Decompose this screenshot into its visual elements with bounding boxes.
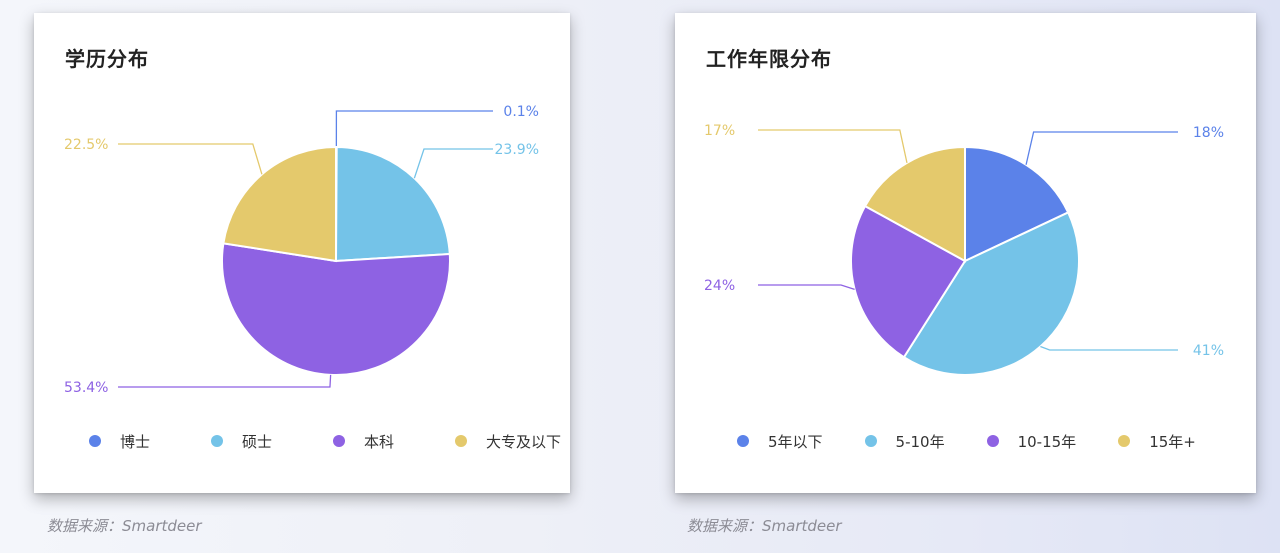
legend-label: 5-10年 [895,432,945,451]
legend-label: 博士 [120,432,151,451]
leader-line [118,143,263,175]
data-label: 17% [704,123,735,139]
pie-slice[interactable] [221,242,451,376]
pie-slice[interactable] [222,145,337,263]
legend-item-doctorate[interactable]: 博士 [89,431,150,452]
legend-dot-icon [864,435,877,447]
data-label: 23.9% [495,142,539,158]
chart-title: 学历分布 [65,47,149,71]
legend-dot-icon [1118,435,1131,447]
experience-pie-chart: 18% 41% 24% 17% [704,123,1224,376]
leader-line [758,284,855,290]
legend-dot-icon [89,435,101,447]
legend-dot-icon [211,435,224,447]
legend-label: 大专及以下 [486,432,562,451]
legend-label: 本科 [364,432,395,451]
legend-item-15-plus-years[interactable]: 15年+ [1118,431,1196,452]
legend-label: 15年+ [1149,432,1196,451]
leader-line [1040,345,1178,351]
legend-dot-icon [737,435,749,447]
data-source-note: 数据来源：Smartdeer [687,517,842,535]
legend-dot-icon [986,435,999,447]
data-source-note: 数据来源：Smartdeer [47,517,202,535]
data-label: 53.4% [64,380,108,396]
pie-slice[interactable] [964,145,1070,263]
data-label: 0.1% [503,104,539,120]
legend-label: 10-15年 [1017,432,1077,451]
experience-legend: 5年以下 5-10年 10-15年 15年+ [737,429,1196,453]
data-label: 41% [1193,343,1224,359]
leader-line [413,148,493,179]
pie-slice[interactable] [902,211,1080,376]
legend-label: 5年以下 [768,432,823,451]
pie-slice[interactable] [850,204,967,359]
leader-line [118,374,332,388]
pie-slice[interactable] [334,145,451,263]
data-label: 18% [1193,125,1224,141]
legend-item-master[interactable]: 硕士 [211,431,272,452]
legend-item-under-5-years[interactable]: 5年以下 [737,431,823,452]
legend-item-bachelor[interactable]: 本科 [333,431,394,452]
leader-line [335,110,493,148]
legend-item-college-and-below[interactable]: 大专及以下 [455,431,561,452]
legend-item-5-10-years[interactable]: 5-10年 [864,431,945,452]
education-legend: 博士 硕士 本科 大专及以下 [89,429,561,453]
data-label: 24% [704,278,735,294]
experience-chart-card: 工作年限分布 18% 41% 24% 17% 5年以下 5-10年 10-15年 15… [675,13,1256,493]
legend-item-10-15-years[interactable]: 10-15年 [986,431,1077,452]
education-pie-chart: 0.1% 23.9% 53.4% 22.5% [64,104,539,396]
legend-dot-icon [333,435,346,447]
leader-line [758,129,908,164]
chart-title: 工作年限分布 [706,47,832,71]
leader-line [1025,131,1178,165]
legend-dot-icon [455,435,468,447]
data-label: 22.5% [64,137,108,153]
education-chart-card: 学历分布 0.1% 23.9% 53.4% 22.5% 博士 硕士 本科 大专及以下 [34,13,570,493]
legend-label: 硕士 [242,432,273,451]
